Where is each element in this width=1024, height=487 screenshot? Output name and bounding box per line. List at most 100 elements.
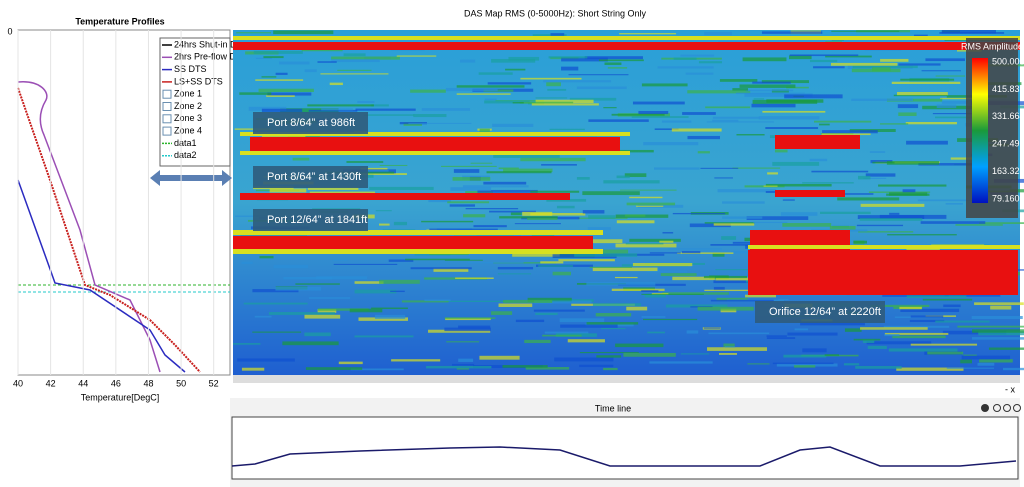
heat-texture (364, 114, 415, 116)
heat-texture (304, 69, 317, 73)
heat-texture (978, 222, 1024, 224)
heat-texture (889, 212, 900, 215)
heat-texture (433, 268, 469, 272)
heat-texture (851, 98, 914, 101)
heat-texture (307, 104, 374, 107)
heat-texture (722, 201, 765, 204)
heat-texture (745, 294, 777, 298)
heat-texture (898, 63, 941, 66)
heat-texture (636, 205, 664, 207)
heat-texture (710, 244, 770, 246)
heat-texture (732, 167, 781, 169)
heat-texture (453, 169, 480, 173)
zoom-in-icon[interactable] (993, 404, 1001, 412)
colorbar-label: 247.496 (992, 139, 1024, 149)
heat-texture (869, 151, 886, 153)
heat-texture (410, 89, 446, 93)
heat-texture (704, 31, 732, 36)
heat-texture (661, 120, 692, 123)
heat-texture (486, 171, 552, 174)
legend-swatch (162, 114, 172, 124)
heat-texture (308, 109, 358, 112)
colorbar-label: 500.000 (992, 56, 1024, 66)
heat-texture (886, 98, 943, 102)
heat-texture (567, 339, 605, 343)
heat-texture (607, 67, 628, 69)
heat-texture (713, 280, 777, 284)
heat-texture (654, 167, 700, 170)
heat-texture (510, 212, 522, 216)
heat-texture (776, 363, 838, 367)
heat-texture (263, 56, 284, 59)
annotation-box (253, 166, 368, 188)
heat-texture (765, 183, 832, 187)
pre-flow-curve (17, 81, 161, 373)
heat-texture (935, 116, 993, 119)
heat-texture (863, 177, 887, 179)
x-tick-label: 52 (209, 378, 219, 388)
heat-texture (767, 172, 778, 175)
settings-icon[interactable] (981, 404, 989, 412)
heat-texture (649, 252, 681, 254)
heat-texture (366, 169, 389, 172)
heat-texture (445, 87, 498, 92)
heat-texture (541, 164, 577, 166)
heat-band (233, 249, 603, 254)
heat-texture (626, 306, 648, 311)
heat-texture (379, 164, 408, 166)
heat-texture (568, 74, 629, 76)
heat-texture (972, 329, 1024, 333)
heat-texture (259, 255, 274, 259)
heat-texture (662, 292, 729, 295)
heat-texture (714, 177, 733, 179)
zoom-out-icon[interactable] (1003, 404, 1011, 412)
heat-texture (558, 259, 615, 262)
heat-texture (825, 55, 872, 58)
heat-texture (512, 102, 524, 104)
heat-texture (917, 199, 977, 202)
heat-band (233, 230, 603, 235)
heat-texture (868, 191, 931, 193)
heat-texture (896, 92, 948, 96)
heat-texture (932, 113, 979, 115)
heat-texture (316, 276, 368, 280)
heat-texture (540, 261, 564, 264)
heat-texture (677, 252, 734, 254)
heat-texture (772, 362, 834, 365)
heat-texture (632, 101, 685, 105)
y-tick-label: 0 (7, 26, 12, 36)
heat-texture (429, 253, 469, 256)
heat-texture (301, 49, 343, 52)
heat-texture (261, 76, 277, 78)
heat-texture (369, 186, 434, 190)
panel-title: Temperature Profiles (75, 16, 164, 26)
heat-texture (710, 299, 774, 302)
heat-texture (910, 315, 944, 318)
heat-texture (888, 348, 958, 352)
heat-texture (742, 57, 787, 62)
timeline-title: Time line (595, 403, 631, 413)
heat-texture (428, 329, 491, 333)
heat-texture (717, 189, 777, 193)
heat-texture (860, 203, 925, 207)
heat-texture (747, 363, 770, 365)
heat-texture (892, 335, 946, 339)
heat-texture (531, 234, 555, 238)
heat-texture (616, 175, 630, 179)
heat-texture (660, 273, 697, 277)
heat-texture (522, 211, 553, 216)
heat-texture (751, 103, 796, 108)
heat-texture (350, 368, 404, 371)
scrollbar (233, 375, 1020, 383)
heat-texture (935, 320, 990, 323)
close-controls[interactable]: - x (1005, 384, 1015, 394)
heat-texture (963, 354, 977, 356)
heat-texture (899, 306, 922, 310)
heat-texture (814, 120, 872, 123)
heat-texture (576, 177, 590, 180)
heat-texture (237, 358, 295, 362)
reset-icon[interactable] (1013, 404, 1021, 412)
heat-texture (708, 332, 770, 335)
heat-texture (497, 273, 532, 275)
heat-texture (753, 98, 765, 100)
